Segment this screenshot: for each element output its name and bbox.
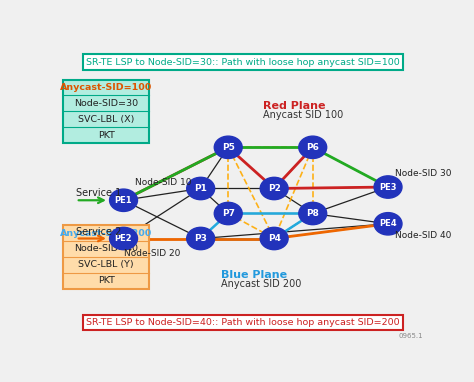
- FancyBboxPatch shape: [63, 80, 149, 143]
- Circle shape: [374, 176, 402, 198]
- Circle shape: [374, 213, 402, 235]
- Text: Anycast SID 100: Anycast SID 100: [263, 110, 343, 120]
- Text: Node-SID 20: Node-SID 20: [124, 249, 180, 258]
- Circle shape: [260, 177, 288, 200]
- Text: PE4: PE4: [379, 219, 397, 228]
- Circle shape: [260, 227, 288, 250]
- Text: SVC-LBL (Y): SVC-LBL (Y): [78, 260, 134, 269]
- Text: SR-TE LSP to Node-SID=30:: Path with loose hop anycast SID=100: SR-TE LSP to Node-SID=30:: Path with loo…: [86, 58, 400, 66]
- Text: Node-SID 10: Node-SID 10: [135, 178, 191, 187]
- Circle shape: [214, 136, 242, 159]
- Text: Red Plane: Red Plane: [263, 101, 326, 111]
- Text: P3: P3: [194, 234, 207, 243]
- Text: Service 1: Service 1: [76, 188, 121, 199]
- Text: P2: P2: [268, 184, 281, 193]
- Text: PE2: PE2: [115, 234, 132, 243]
- Text: P4: P4: [268, 234, 281, 243]
- Text: Node-SID 30: Node-SID 30: [395, 169, 452, 178]
- Text: P6: P6: [306, 143, 319, 152]
- Circle shape: [109, 189, 137, 212]
- Circle shape: [109, 227, 137, 250]
- Text: PKT: PKT: [98, 131, 115, 139]
- Text: Node-SID 40: Node-SID 40: [395, 231, 452, 240]
- Text: PKT: PKT: [98, 276, 115, 285]
- Circle shape: [299, 136, 327, 159]
- Text: PE3: PE3: [379, 183, 397, 191]
- Text: Service 2: Service 2: [76, 227, 121, 237]
- Text: Anycast-SID=200: Anycast-SID=200: [60, 229, 152, 238]
- Text: Anycast-SID=100: Anycast-SID=100: [60, 83, 152, 92]
- Text: Node-SID=40: Node-SID=40: [74, 244, 138, 254]
- Text: SR-TE LSP to Node-SID=40:: Path with loose hop anycast SID=200: SR-TE LSP to Node-SID=40:: Path with loo…: [86, 318, 400, 327]
- Text: P1: P1: [194, 184, 207, 193]
- Text: Node-SID=30: Node-SID=30: [74, 99, 138, 108]
- Circle shape: [187, 177, 215, 200]
- FancyBboxPatch shape: [63, 225, 149, 288]
- Circle shape: [187, 227, 215, 250]
- Circle shape: [299, 202, 327, 225]
- Text: PE1: PE1: [115, 196, 132, 205]
- Text: Anycast SID 200: Anycast SID 200: [221, 278, 301, 288]
- Text: P5: P5: [222, 143, 235, 152]
- Text: P8: P8: [306, 209, 319, 218]
- Text: Blue Plane: Blue Plane: [221, 270, 287, 280]
- Text: 0965.1: 0965.1: [398, 332, 423, 338]
- Circle shape: [214, 202, 242, 225]
- Text: P7: P7: [222, 209, 235, 218]
- Text: SVC-LBL (X): SVC-LBL (X): [78, 115, 134, 124]
